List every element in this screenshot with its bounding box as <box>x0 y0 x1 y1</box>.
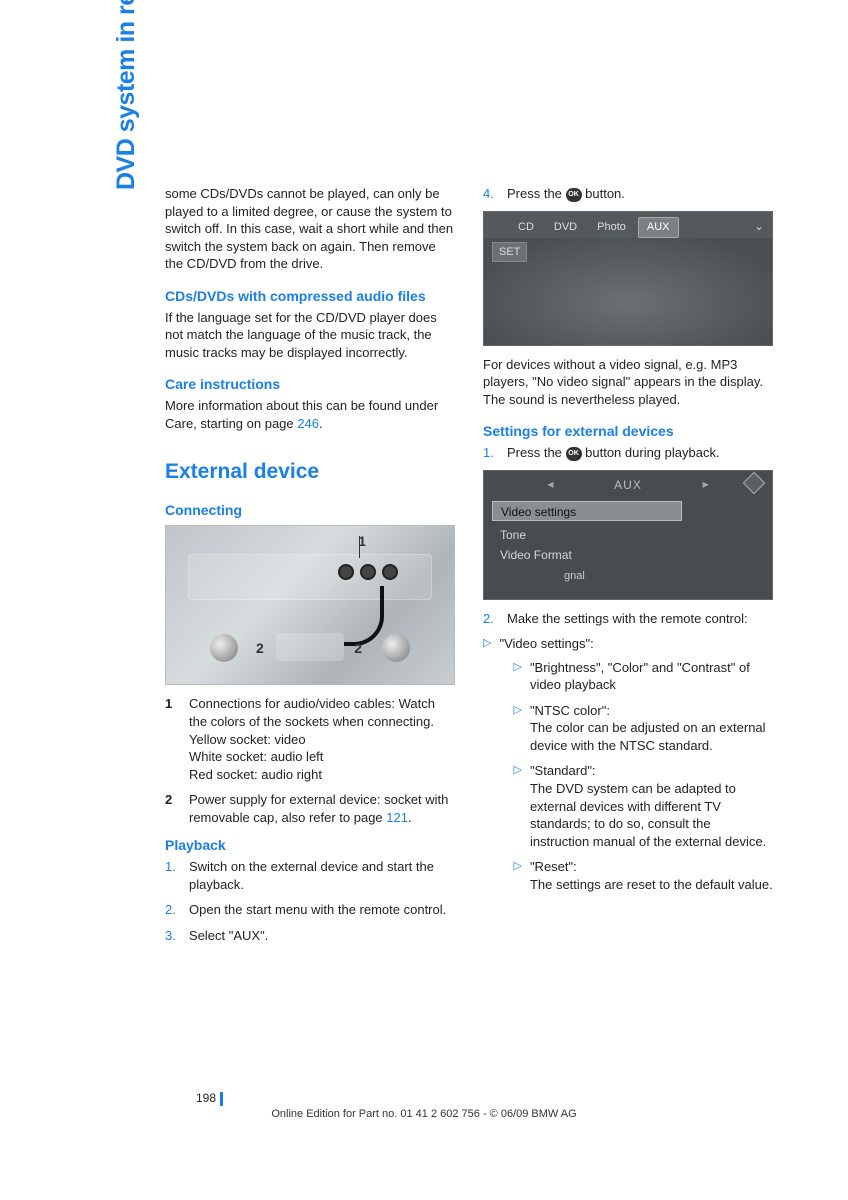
screen-title-aux: AUX <box>570 477 685 493</box>
figure-connecting-panel: 1 2 2 <box>165 525 455 685</box>
settings-step-1: Press the OK button during playback. <box>507 444 773 462</box>
step-num-2: 2. <box>165 901 179 919</box>
menu-row-video-format: Video Format <box>492 545 682 565</box>
paragraph-no-video-signal: For devices without a video signal, e.g.… <box>483 356 773 409</box>
heading-connecting: Connecting <box>165 501 455 520</box>
step-num-4: 4. <box>483 185 497 203</box>
side-tab-title: DVD system in rear <box>110 0 144 190</box>
legend-num-2: 2 <box>165 791 179 826</box>
legend-text-1: Connections for audio/video cables: Watc… <box>189 695 455 783</box>
screen-tab-photo: Photo <box>589 218 634 237</box>
care-text-b: . <box>319 416 323 431</box>
heading-playback: Playback <box>165 836 455 855</box>
screen-set-button: SET <box>492 242 527 263</box>
left-arrow-icon: ◂ <box>547 476 553 492</box>
footer-text: Online Edition for Part no. 01 41 2 602 … <box>0 1107 848 1122</box>
figure-label-2-left: 2 <box>256 639 264 658</box>
step-num-1: 1. <box>165 858 179 876</box>
settings-step-2: Make the settings with the remote contro… <box>507 610 773 628</box>
ok-button-icon: OK <box>566 188 582 202</box>
figure-aux-screen: CD DVD Photo AUX ⌄ SET <box>483 211 773 346</box>
nav-diamond-icon <box>743 471 766 494</box>
step-num-3: 3. <box>165 927 179 945</box>
right-column: 4. Press the OK button. CD DVD Photo AUX… <box>483 185 773 952</box>
legend-text-2: Power supply for external device: socket… <box>189 791 455 826</box>
sub-bullet-standard: "Standard": The DVD system can be adapte… <box>530 762 773 850</box>
figure-aux-settings-menu: ◂ AUX ▸ Video settings Tone Video Format… <box>483 470 773 600</box>
right-arrow-icon: ▸ <box>703 476 709 492</box>
page-number-wrap: 198 <box>196 1090 223 1106</box>
dropdown-arrow-icon: ⌄ <box>754 218 764 234</box>
figure-label-2-right: 2 <box>354 639 362 658</box>
screen-tab-dvd: DVD <box>546 218 585 237</box>
playback-step-3: Select "AUX". <box>189 927 455 945</box>
menu-row-tone: Tone <box>492 525 682 545</box>
legend-num-1: 1 <box>165 695 179 783</box>
sub-bullet-ntsc: "NTSC color": The color can be adjusted … <box>530 702 773 755</box>
paragraph-care: More information about this can be found… <box>165 397 455 432</box>
playback-step-4: Press the OK button. <box>507 185 773 203</box>
paragraph-compressed-audio: If the language set for the CD/DVD playe… <box>165 309 455 362</box>
sub-bullet-brightness: "Brightness", "Color" and "Contrast" of … <box>530 659 773 694</box>
page-number: 198 <box>196 1090 216 1106</box>
settings-step-num-1: 1. <box>483 444 497 462</box>
screen-signal-text: gnal <box>564 569 585 584</box>
page-ref-246[interactable]: 246 <box>297 416 319 431</box>
playback-step-2: Open the start menu with the remote cont… <box>189 901 455 919</box>
bullet-video-settings: "Video settings": <box>499 636 593 651</box>
figure-label-1: 1 <box>358 532 366 551</box>
settings-step-num-2: 2. <box>483 610 497 628</box>
playback-step-1: Switch on the external device and start … <box>189 858 455 893</box>
intro-paragraph: some CDs/DVDs cannot be played, can only… <box>165 185 455 273</box>
heading-compressed-audio: CDs/DVDs with compressed audio files <box>165 287 455 306</box>
heading-settings-external: Settings for external devices <box>483 422 773 441</box>
menu-row-video-settings: Video settings <box>492 501 682 521</box>
page-ref-121[interactable]: 121 <box>386 810 408 825</box>
heading-external-device: External device <box>165 458 455 486</box>
screen-tab-cd: CD <box>510 218 542 237</box>
heading-care-instructions: Care instructions <box>165 375 455 394</box>
left-column: some CDs/DVDs cannot be played, can only… <box>165 185 455 952</box>
ok-button-icon: OK <box>566 447 582 461</box>
sub-bullet-reset: "Reset": The settings are reset to the d… <box>530 858 773 893</box>
page-number-bar <box>220 1092 223 1106</box>
screen-tab-aux: AUX <box>638 217 679 238</box>
